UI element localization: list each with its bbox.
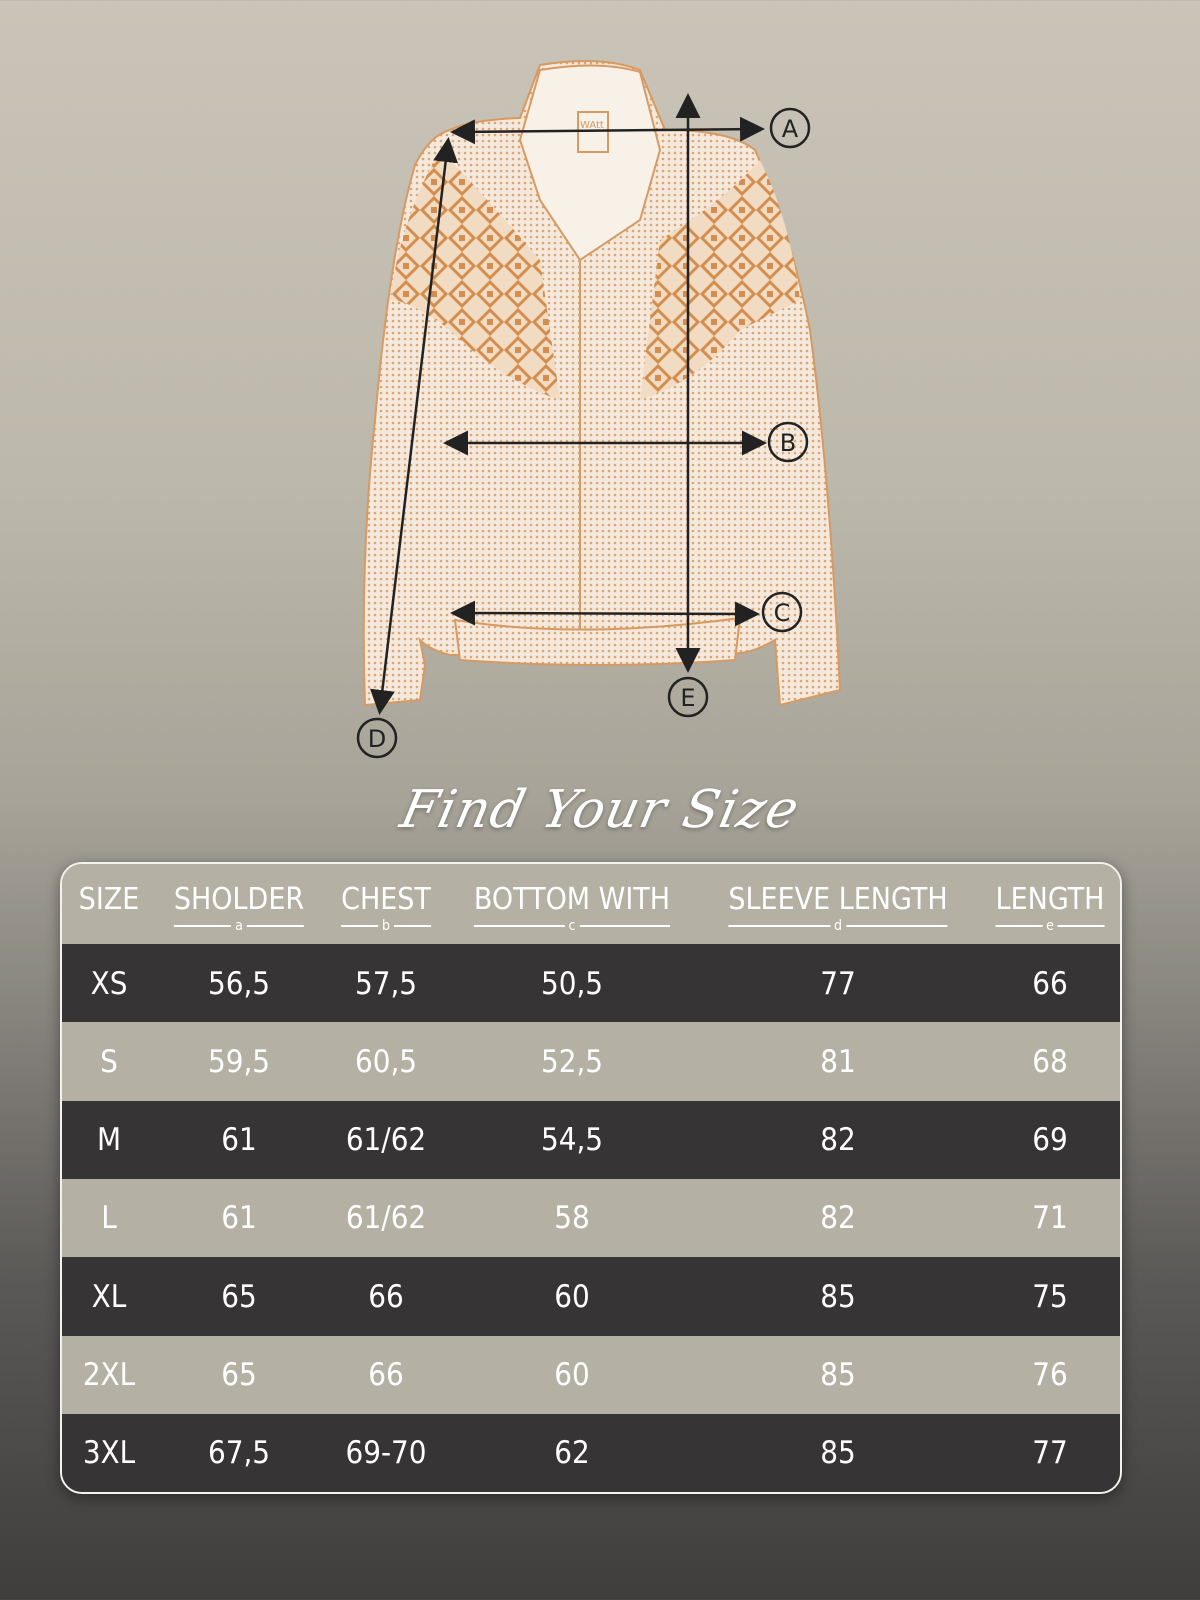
svg-text:B: B	[780, 429, 796, 457]
marker-a: A	[769, 107, 811, 149]
value-cell: 81	[820, 1043, 856, 1080]
jacket-illustration: WAtt A B C D E	[356, 60, 842, 759]
size-cell: 2XL	[82, 1357, 136, 1393]
jacket-shape: WAtt	[362, 60, 842, 707]
table-row: XS 56,5 57,5 50,5 77 66	[62, 944, 1120, 1023]
value-cell: 61	[221, 1122, 257, 1159]
measurement-arrows	[369, 93, 767, 715]
table-row: XL 65 66 60 85 75	[62, 1257, 1120, 1337]
table-row: 3XL 67,5 69-70 62 85 77	[62, 1413, 1120, 1492]
column-header: SHOLDER a	[173, 882, 305, 934]
value-cell: 59,5	[207, 1043, 271, 1080]
table-row: 2XL 65 66 60 85 76	[62, 1335, 1120, 1415]
value-cell: 56,5	[207, 965, 271, 1002]
value-cell: 68	[1032, 1043, 1068, 1080]
value-cell: 58	[554, 1200, 590, 1237]
value-cell: 54,5	[540, 1122, 604, 1159]
column-header-label: LENGTH	[995, 882, 1105, 917]
table-header: SIZE SHOLDER a CHEST b BOTTOM WITH c SLEEVE LEN…	[62, 864, 1120, 944]
value-cell: 60	[554, 1357, 590, 1393]
column-header-label: SLEEVE LENGTH	[728, 882, 948, 917]
column-header: LENGTH e	[995, 882, 1105, 934]
value-cell: 75	[1032, 1278, 1068, 1315]
value-cell: 67,5	[207, 1435, 271, 1472]
column-header: BOTTOM WITH c	[473, 882, 671, 934]
column-header-sub: e	[995, 918, 1105, 934]
value-cell: 82	[820, 1200, 856, 1237]
value-cell: 57,5	[354, 965, 418, 1002]
value-cell: 69-70	[345, 1435, 427, 1472]
sub-letter: b	[382, 918, 391, 934]
column-header-sub: a	[173, 918, 305, 934]
column-header-sub: d	[728, 918, 948, 934]
size-table: SIZE SHOLDER a CHEST b BOTTOM WITH c SLEEVE LEN…	[60, 862, 1122, 1494]
value-cell: 61	[221, 1200, 257, 1237]
value-cell: 77	[1032, 1435, 1068, 1472]
sub-letter: c	[568, 918, 576, 934]
svg-text:C: C	[774, 599, 791, 627]
column-header: SIZE	[79, 882, 140, 917]
value-cell: 50,5	[540, 965, 604, 1002]
value-cell: 61/62	[345, 1122, 427, 1159]
value-cell: 85	[820, 1435, 856, 1472]
table-row: S 59,5 60,5 52,5 81 68	[62, 1022, 1120, 1102]
column-header: SLEEVE LENGTH d	[728, 882, 948, 934]
column-header: CHEST b	[341, 882, 431, 933]
column-header-label: CHEST	[341, 882, 431, 917]
column-header-label: SHOLDER	[173, 882, 305, 917]
marker-b: B	[767, 421, 809, 463]
size-cell: XL	[91, 1278, 127, 1315]
page-title: Find Your Size	[395, 780, 805, 840]
marker-d: D	[356, 717, 398, 759]
size-cell: XS	[90, 965, 128, 1002]
sub-letter: d	[834, 918, 842, 934]
size-cell: M	[96, 1122, 122, 1159]
value-cell: 60	[554, 1278, 590, 1315]
value-cell: 66	[368, 1278, 404, 1315]
value-cell: 69	[1032, 1122, 1068, 1159]
value-cell: 62	[554, 1435, 590, 1472]
value-cell: 65	[221, 1357, 257, 1393]
value-cell: 61/62	[345, 1200, 427, 1237]
column-header-label: BOTTOM WITH	[473, 882, 671, 917]
value-cell: 66	[1032, 965, 1068, 1002]
table-row: M 61 61/62 54,5 82 69	[62, 1100, 1120, 1180]
size-cell: S	[100, 1043, 118, 1080]
column-header-label: SIZE	[78, 882, 140, 917]
value-cell: 66	[368, 1357, 404, 1393]
svg-text:D: D	[368, 725, 386, 753]
size-cell: L	[101, 1200, 117, 1237]
value-cell: 85	[820, 1278, 856, 1315]
value-cell: 82	[820, 1122, 856, 1159]
column-header-sub: c	[473, 918, 671, 934]
value-cell: 65	[221, 1278, 257, 1315]
value-cell: 71	[1032, 1200, 1068, 1237]
column-header-sub: b	[341, 919, 431, 933]
value-cell: 85	[820, 1357, 856, 1393]
size-cell: 3XL	[82, 1435, 136, 1472]
value-cell: 52,5	[540, 1043, 604, 1080]
marker-c: C	[761, 591, 803, 633]
marker-e: E	[667, 676, 709, 718]
value-cell: 76	[1032, 1357, 1068, 1393]
value-cell: 77	[820, 965, 856, 1002]
sub-letter: a	[235, 918, 243, 934]
svg-text:E: E	[680, 684, 695, 712]
value-cell: 60,5	[354, 1043, 418, 1080]
sub-letter: e	[1046, 918, 1054, 934]
svg-text:A: A	[782, 115, 799, 143]
table-row: L 61 61/62 58 82 71	[62, 1178, 1120, 1258]
